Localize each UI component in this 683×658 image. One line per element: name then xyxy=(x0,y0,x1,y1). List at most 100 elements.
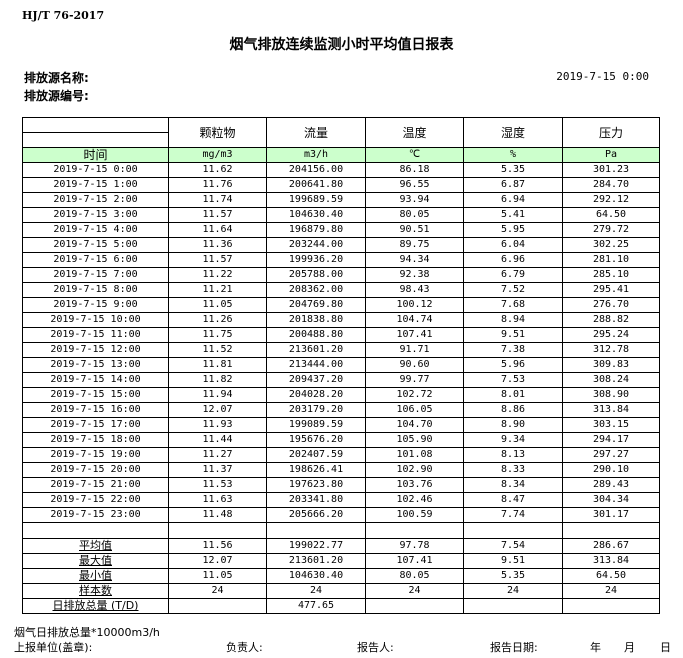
table-row: 2019-7-15 12:00 11.52 213601.20 91.71 7.38 31… xyxy=(22,342,660,358)
value-cell: 7.53 xyxy=(463,372,563,388)
table-row: 2019-7-15 1:00 11.76 200641.80 96.55 6.87 284… xyxy=(22,177,660,193)
table-row: 2019-7-15 18:00 11.44 195676.20 105.90 9.34 2… xyxy=(22,432,660,448)
row-label: 2019-7-15 16:00 xyxy=(22,402,169,418)
reporter-label: 报告人: xyxy=(357,641,394,654)
value-cell: 11.94 xyxy=(168,387,267,403)
row-label: 最小值 xyxy=(22,568,169,584)
value-cell: 98.43 xyxy=(365,282,464,298)
row-label: 2019-7-15 22:00 xyxy=(22,492,169,508)
row-label: 2019-7-15 15:00 xyxy=(22,387,169,403)
value-cell: 295.41 xyxy=(562,282,660,298)
value-cell: 8.86 xyxy=(463,402,563,418)
value-cell: 90.60 xyxy=(365,357,464,373)
empty-row xyxy=(22,522,660,539)
table-row: 2019-7-15 11:00 11.75 200488.80 107.41 9.51 2… xyxy=(22,327,660,343)
table-row: 2019-7-15 8:00 11.21 208362.00 98.43 7.52 295… xyxy=(22,282,660,298)
value-cell: 200488.80 xyxy=(266,327,366,343)
row-label xyxy=(22,522,169,539)
column-header-row: 颗粒物 流量 温度 湿度 压力 xyxy=(22,117,660,148)
value-cell: 6.96 xyxy=(463,252,563,268)
value-cell: 24 xyxy=(266,583,366,599)
value-cell: 7.54 xyxy=(463,538,563,554)
corner-cell xyxy=(22,117,169,148)
time-header: 时间 xyxy=(22,147,169,163)
responsible-label: 负责人: xyxy=(226,641,263,654)
value-cell xyxy=(562,522,660,539)
value-cell: 308.90 xyxy=(562,387,660,403)
table-row: 2019-7-15 5:00 11.36 203244.00 89.75 6.04 302… xyxy=(22,237,660,253)
value-cell: 203341.80 xyxy=(266,492,366,508)
value-cell: 11.75 xyxy=(168,327,267,343)
value-cell: 11.52 xyxy=(168,342,267,358)
table-row: 2019-7-15 9:00 11.05 204769.80 100.12 7.68 27… xyxy=(22,297,660,313)
value-cell: 11.74 xyxy=(168,192,267,208)
value-cell: 24 xyxy=(463,583,563,599)
value-cell: 7.52 xyxy=(463,282,563,298)
value-cell: 213601.20 xyxy=(266,553,366,569)
value-cell: 11.81 xyxy=(168,357,267,373)
row-label: 2019-7-15 1:00 xyxy=(22,177,169,193)
column-header: 流量 xyxy=(266,117,366,148)
value-cell: 93.94 xyxy=(365,192,464,208)
table-row: 2019-7-15 20:00 11.37 198626.41 102.90 8.33 2… xyxy=(22,462,660,478)
value-cell: 104.74 xyxy=(365,312,464,328)
row-label: 2019-7-15 13:00 xyxy=(22,357,169,373)
value-cell: 5.96 xyxy=(463,357,563,373)
value-cell: 199936.20 xyxy=(266,252,366,268)
value-cell xyxy=(463,522,563,539)
value-cell: 286.67 xyxy=(562,538,660,554)
value-cell: 197623.80 xyxy=(266,477,366,493)
page-title: 烟气排放连续监测小时平均值日报表 xyxy=(229,37,454,53)
report-date-label: 报告日期: xyxy=(490,641,538,654)
value-cell: 11.26 xyxy=(168,312,267,328)
value-cell: 6.94 xyxy=(463,192,563,208)
value-cell xyxy=(266,522,366,539)
value-cell: 9.51 xyxy=(463,553,563,569)
value-cell: 89.75 xyxy=(365,237,464,253)
value-cell: 86.18 xyxy=(365,162,464,178)
value-cell: 6.79 xyxy=(463,267,563,283)
value-cell: 80.05 xyxy=(365,568,464,584)
value-cell: 213444.00 xyxy=(266,357,366,373)
day-label: 日 xyxy=(660,641,671,654)
value-cell: 8.47 xyxy=(463,492,563,508)
standard-code: HJ/T 76-2017 xyxy=(22,9,105,22)
value-cell: 97.78 xyxy=(365,538,464,554)
value-cell: 12.07 xyxy=(168,553,267,569)
value-cell: 8.94 xyxy=(463,312,563,328)
summary-row: 最小值 11.05 104630.40 80.05 5.35 64.50 xyxy=(22,568,660,584)
row-label: 样本数 xyxy=(22,583,169,599)
value-cell: 195676.20 xyxy=(266,432,366,448)
value-cell: 276.70 xyxy=(562,297,660,313)
value-cell xyxy=(365,522,464,539)
table-row: 2019-7-15 21:00 11.53 197623.80 103.76 8.34 2… xyxy=(22,477,660,493)
unit-cell: Pa xyxy=(562,147,660,163)
row-label: 2019-7-15 7:00 xyxy=(22,267,169,283)
value-cell: 96.55 xyxy=(365,177,464,193)
column-header: 压力 xyxy=(562,117,660,148)
row-label: 2019-7-15 8:00 xyxy=(22,282,169,298)
value-cell: 204769.80 xyxy=(266,297,366,313)
value-cell: 5.35 xyxy=(463,162,563,178)
value-cell: 24 xyxy=(365,583,464,599)
value-cell: 102.72 xyxy=(365,387,464,403)
table-row: 2019-7-15 13:00 11.81 213444.00 90.60 5.96 30… xyxy=(22,357,660,373)
value-cell: 301.23 xyxy=(562,162,660,178)
value-cell: 11.64 xyxy=(168,222,267,238)
value-cell: 204028.20 xyxy=(266,387,366,403)
value-cell: 11.22 xyxy=(168,267,267,283)
value-cell: 11.05 xyxy=(168,568,267,584)
value-cell: 203244.00 xyxy=(266,237,366,253)
value-cell: 288.82 xyxy=(562,312,660,328)
row-label: 2019-7-15 0:00 xyxy=(22,162,169,178)
summary-row: 日排放总量 (T/D) 477.65 xyxy=(22,598,660,614)
value-cell: 11.93 xyxy=(168,417,267,433)
value-cell: 304.34 xyxy=(562,492,660,508)
value-cell: 11.37 xyxy=(168,462,267,478)
unit-cell: ℃ xyxy=(365,147,464,163)
value-cell: 91.71 xyxy=(365,342,464,358)
value-cell xyxy=(168,598,267,614)
value-cell: 292.12 xyxy=(562,192,660,208)
value-cell: 9.34 xyxy=(463,432,563,448)
value-cell: 477.65 xyxy=(266,598,366,614)
